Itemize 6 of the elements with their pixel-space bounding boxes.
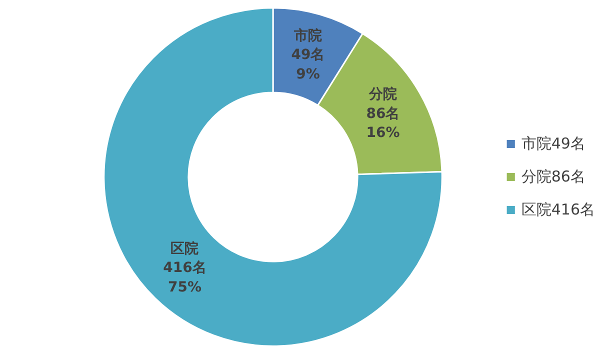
data-label: 分院 86名 16% bbox=[366, 86, 400, 141]
legend-label: 市院49名 bbox=[521, 134, 586, 153]
data-label: 区院 416名 75% bbox=[163, 240, 206, 296]
legend-label: 区院416名 bbox=[521, 200, 595, 219]
data-label: 市院 49名 9% bbox=[291, 26, 325, 82]
legend-label: 分院86名 bbox=[521, 167, 586, 186]
